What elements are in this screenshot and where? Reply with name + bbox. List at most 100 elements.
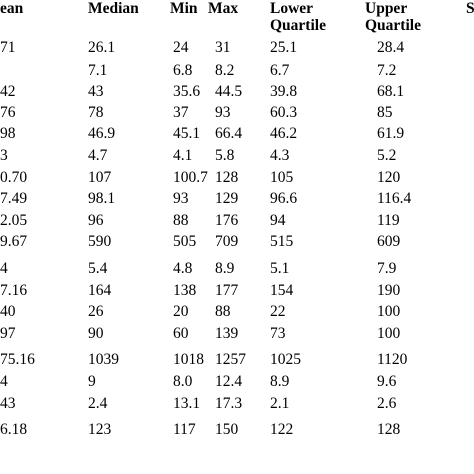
cell-median: 164	[88, 282, 112, 299]
header-lower-quartile-line1: Lower	[270, 0, 314, 17]
cell-median: 26.1	[88, 39, 116, 56]
cell-max: 177	[215, 282, 239, 299]
cell-upper-quartile: 85	[377, 104, 393, 121]
cell-mean: 71	[0, 39, 16, 56]
cell-lower-quartile: 73	[270, 325, 286, 342]
table-row: 98 46.9 45.1 66.4 46.2 61.9	[0, 124, 474, 146]
cell-upper-quartile: 28.4	[377, 39, 405, 56]
cell-min: 45.1	[173, 125, 201, 142]
table-row: 7.16 164 138 177 154 190	[0, 281, 474, 303]
cell-upper-quartile: 2.6	[377, 395, 397, 412]
table-row: 7.1 6.8 8.2 6.7 7.2	[0, 61, 474, 83]
cell-upper-quartile: 7.2	[377, 62, 397, 79]
cell-max: 66.4	[215, 125, 243, 142]
header-min: Min	[170, 0, 198, 17]
cell-min: 13.1	[173, 395, 201, 412]
cell-lower-quartile: 8.9	[270, 373, 290, 390]
cell-max: 129	[215, 190, 239, 207]
cell-min: 6.8	[173, 62, 193, 79]
cell-max: 139	[215, 325, 239, 342]
cell-lower-quartile: 105	[270, 169, 294, 186]
cell-min: 4.8	[173, 260, 193, 277]
cell-mean: 9.67	[0, 233, 28, 250]
cell-mean: 4	[0, 373, 8, 390]
table-row: 43 2.4 13.1 17.3 2.1 2.6	[0, 394, 474, 416]
cell-max: 17.3	[215, 395, 243, 412]
cell-lower-quartile: 39.8	[270, 83, 298, 100]
cell-max: 8.2	[215, 62, 235, 79]
cell-upper-quartile: 100	[377, 303, 401, 320]
header-mean: ean	[0, 0, 24, 17]
cell-mean: 97	[0, 325, 16, 342]
cell-lower-quartile: 6.7	[270, 62, 290, 79]
cell-lower-quartile: 25.1	[270, 39, 298, 56]
cell-median: 90	[88, 325, 104, 342]
cell-lower-quartile: 60.3	[270, 104, 298, 121]
cell-median: 2.4	[88, 395, 108, 412]
header-upper-quartile-line1: Upper	[365, 0, 408, 17]
table-row: 0.70 107 100.7 128 105 120	[0, 168, 474, 190]
header-max: Max	[208, 0, 239, 17]
header-upper-quartile-line2: Quartile	[365, 17, 421, 34]
cell-min: 35.6	[173, 83, 201, 100]
cell-max: 128	[215, 169, 239, 186]
table-row: 40 26 20 88 22 100	[0, 302, 474, 324]
table-row: 7.49 98.1 93 129 96.6 116.4	[0, 189, 474, 211]
cell-mean: 76	[0, 104, 16, 121]
cell-min: 8.0	[173, 373, 193, 390]
cell-median: 7.1	[88, 62, 108, 79]
cell-upper-quartile: 116.4	[377, 190, 412, 207]
table-row: 2.05 96 88 176 94 119	[0, 211, 474, 233]
table-row: 42 43 35.6 44.5 39.8 68.1	[0, 82, 474, 104]
cell-upper-quartile: 100	[377, 325, 401, 342]
table-row: 71 26.1 24 31 25.1 28.4	[0, 38, 474, 60]
cell-max: 88	[215, 303, 231, 320]
header-upper-quartile: Upper Quartile	[365, 0, 421, 34]
cell-upper-quartile: 5.2	[377, 147, 397, 164]
header-lower-quartile-line2: Quartile	[270, 17, 326, 34]
cell-median: 26	[88, 303, 104, 320]
cell-min: 93	[173, 190, 189, 207]
cell-upper-quartile: 7.9	[377, 260, 397, 277]
cell-max: 150	[215, 421, 239, 438]
table-row: 9.67 590 505 709 515 609	[0, 232, 474, 254]
cell-lower-quartile: 4.3	[270, 147, 290, 164]
cell-mean: 7.16	[0, 282, 28, 299]
cell-min: 138	[173, 282, 197, 299]
cell-min: 88	[173, 212, 189, 229]
cell-mean: 3	[0, 147, 8, 164]
header-median: Median	[88, 0, 139, 17]
cell-median: 98.1	[88, 190, 116, 207]
cell-min: 24	[173, 39, 189, 56]
cell-lower-quartile: 94	[270, 212, 286, 229]
cell-median: 123	[88, 421, 112, 438]
cell-upper-quartile: 609	[377, 233, 401, 250]
cell-median: 96	[88, 212, 104, 229]
cell-upper-quartile: 1120	[377, 351, 408, 368]
cell-mean: 43	[0, 395, 16, 412]
table-row: 75.16 1039 1018 1257 1025 1120	[0, 350, 474, 372]
table-row: 97 90 60 139 73 100	[0, 324, 474, 346]
cell-median: 43	[88, 83, 104, 100]
cell-upper-quartile: 119	[377, 212, 400, 229]
table-row: 4 5.4 4.8 8.9 5.1 7.9	[0, 259, 474, 281]
cell-min: 1018	[173, 351, 204, 368]
cell-max: 8.9	[215, 260, 235, 277]
cell-min: 37	[173, 104, 189, 121]
cell-lower-quartile: 122	[270, 421, 294, 438]
cell-mean: 40	[0, 303, 16, 320]
cell-upper-quartile: 128	[377, 421, 401, 438]
cell-lower-quartile: 1025	[270, 351, 301, 368]
cell-min: 60	[173, 325, 189, 342]
cell-median: 4.7	[88, 147, 108, 164]
cell-min: 117	[173, 421, 196, 438]
cell-mean: 6.18	[0, 421, 28, 438]
cell-lower-quartile: 96.6	[270, 190, 298, 207]
cell-min: 505	[173, 233, 197, 250]
cell-median: 78	[88, 104, 104, 121]
table-row: 4 9 8.0 12.4 8.9 9.6	[0, 372, 474, 394]
cell-mean: 4	[0, 260, 8, 277]
cell-max: 1257	[215, 351, 246, 368]
header-extra: S	[466, 0, 474, 17]
